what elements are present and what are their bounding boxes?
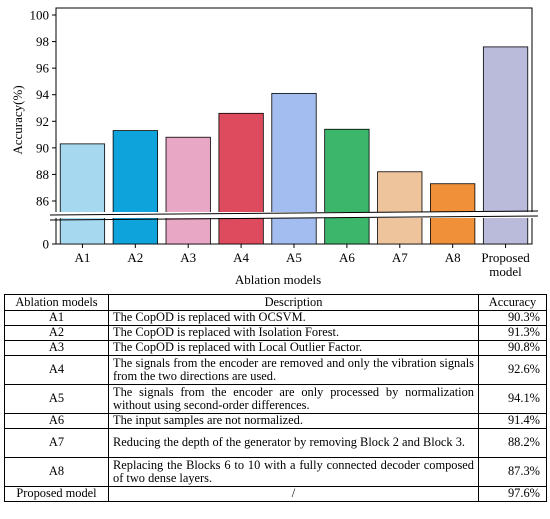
x-tick-label: A4 <box>233 250 249 265</box>
table-row: A4 The signals from the encoder are remo… <box>4 355 547 385</box>
x-axis-title: Ablation models <box>235 272 321 287</box>
cell-description: The input samples are not normalized. <box>108 413 479 429</box>
table-row: A5 The signals from the encoder are only… <box>4 384 547 414</box>
cell-accuracy: 97.6% <box>478 486 547 502</box>
y-tick-label: 86 <box>36 194 50 209</box>
bar-a7 <box>377 171 423 245</box>
cell-accuracy: 87.3% <box>478 457 547 487</box>
cell-accuracy: 92.6% <box>478 355 547 385</box>
y-tick-label: 0 <box>43 237 50 252</box>
cell-model: A7 <box>4 428 109 458</box>
bar-a6 <box>324 128 370 245</box>
table-row: Proposed model / 97.6% <box>4 486 547 502</box>
cell-model: A4 <box>4 355 109 385</box>
y-tick-label: 90 <box>36 140 49 155</box>
x-tick-label: model <box>489 264 522 279</box>
table-row: A1 The CopOD is replaced with OCSVM. 90.… <box>4 310 547 326</box>
cell-description: The CopOD is replaced with Local Outlier… <box>108 340 479 356</box>
bar-a5 <box>271 92 317 245</box>
x-tick-label: Proposed <box>481 250 530 265</box>
x-tick-label: A7 <box>392 250 408 265</box>
table: Ablation models Description Accuracy A1 … <box>4 294 547 502</box>
table-row: A3 The CopOD is replaced with Local Outl… <box>4 340 547 356</box>
table-row: A8 Replacing the Blocks 6 to 10 with a f… <box>4 457 547 487</box>
bar-a4 <box>218 112 264 245</box>
table-header-row: Ablation models Description Accuracy <box>4 294 547 311</box>
table-row: A7 Reducing the depth of the generator b… <box>4 428 547 458</box>
ablation-table: Ablation models Description Accuracy A1 … <box>4 294 547 502</box>
x-tick-label: A2 <box>127 250 143 265</box>
header-accuracy: Accuracy <box>478 294 547 311</box>
bar-a1 <box>59 143 106 245</box>
x-tick-label: A1 <box>74 250 90 265</box>
cell-description: The CopOD is replaced with Isolation For… <box>108 325 479 341</box>
cell-accuracy: 91.4% <box>478 413 547 429</box>
cell-description: The CopOD is replaced with OCSVM. <box>108 310 479 326</box>
cell-description: Reducing the depth of the generator by r… <box>108 428 479 458</box>
x-tick-label: A5 <box>286 250 302 265</box>
cell-description: Replacing the Blocks 6 to 10 with a full… <box>108 457 479 487</box>
cell-model: Proposed model <box>4 486 109 502</box>
cell-model: A5 <box>4 384 109 414</box>
table-row: A2 The CopOD is replaced with Isolation … <box>4 325 547 341</box>
axis-break-line-upper <box>49 210 539 216</box>
bar-chart: A1 A2 A3 A4 A5 A6 A7 A8 Proposed model 86 88 90 92 94 9… <box>10 7 540 287</box>
header-description: Description <box>108 294 479 311</box>
cell-description: / <box>108 486 479 502</box>
x-tick-label: A8 <box>445 250 461 265</box>
cell-model: A8 <box>4 457 109 487</box>
y-tick-label: 88 <box>36 167 49 182</box>
bar-a2 <box>112 130 158 245</box>
y-tick-label: 94 <box>36 87 50 102</box>
y-tick-label: 92 <box>36 114 49 129</box>
x-tick-label: A6 <box>339 250 355 265</box>
y-tick-label: 98 <box>36 34 49 49</box>
cell-model: A2 <box>4 325 109 341</box>
y-tick-label: 96 <box>36 61 50 76</box>
cell-accuracy: 90.3% <box>478 310 547 326</box>
y-axis-title: Accuracy(%) <box>10 85 25 154</box>
cell-accuracy: 91.3% <box>478 325 547 341</box>
cell-accuracy: 94.1% <box>478 384 547 414</box>
axis-break-line-lower <box>49 215 539 221</box>
cell-accuracy: 90.8% <box>478 340 547 356</box>
table-row: A6 The input samples are not normalized.… <box>4 413 547 429</box>
cell-description: The signals from the encoder are only pr… <box>108 384 479 414</box>
axis-break-band <box>48 212 540 218</box>
cell-description: The signals from the encoder are removed… <box>108 355 479 385</box>
cell-model: A6 <box>4 413 109 429</box>
bar-a3 <box>165 136 211 245</box>
y-tick-label: 100 <box>30 8 50 23</box>
cell-model: A1 <box>4 310 109 326</box>
cell-model: A3 <box>4 340 109 356</box>
cell-accuracy: 88.2% <box>478 428 547 458</box>
x-tick-label: A3 <box>180 250 196 265</box>
header-ablation-models: Ablation models <box>4 294 109 311</box>
